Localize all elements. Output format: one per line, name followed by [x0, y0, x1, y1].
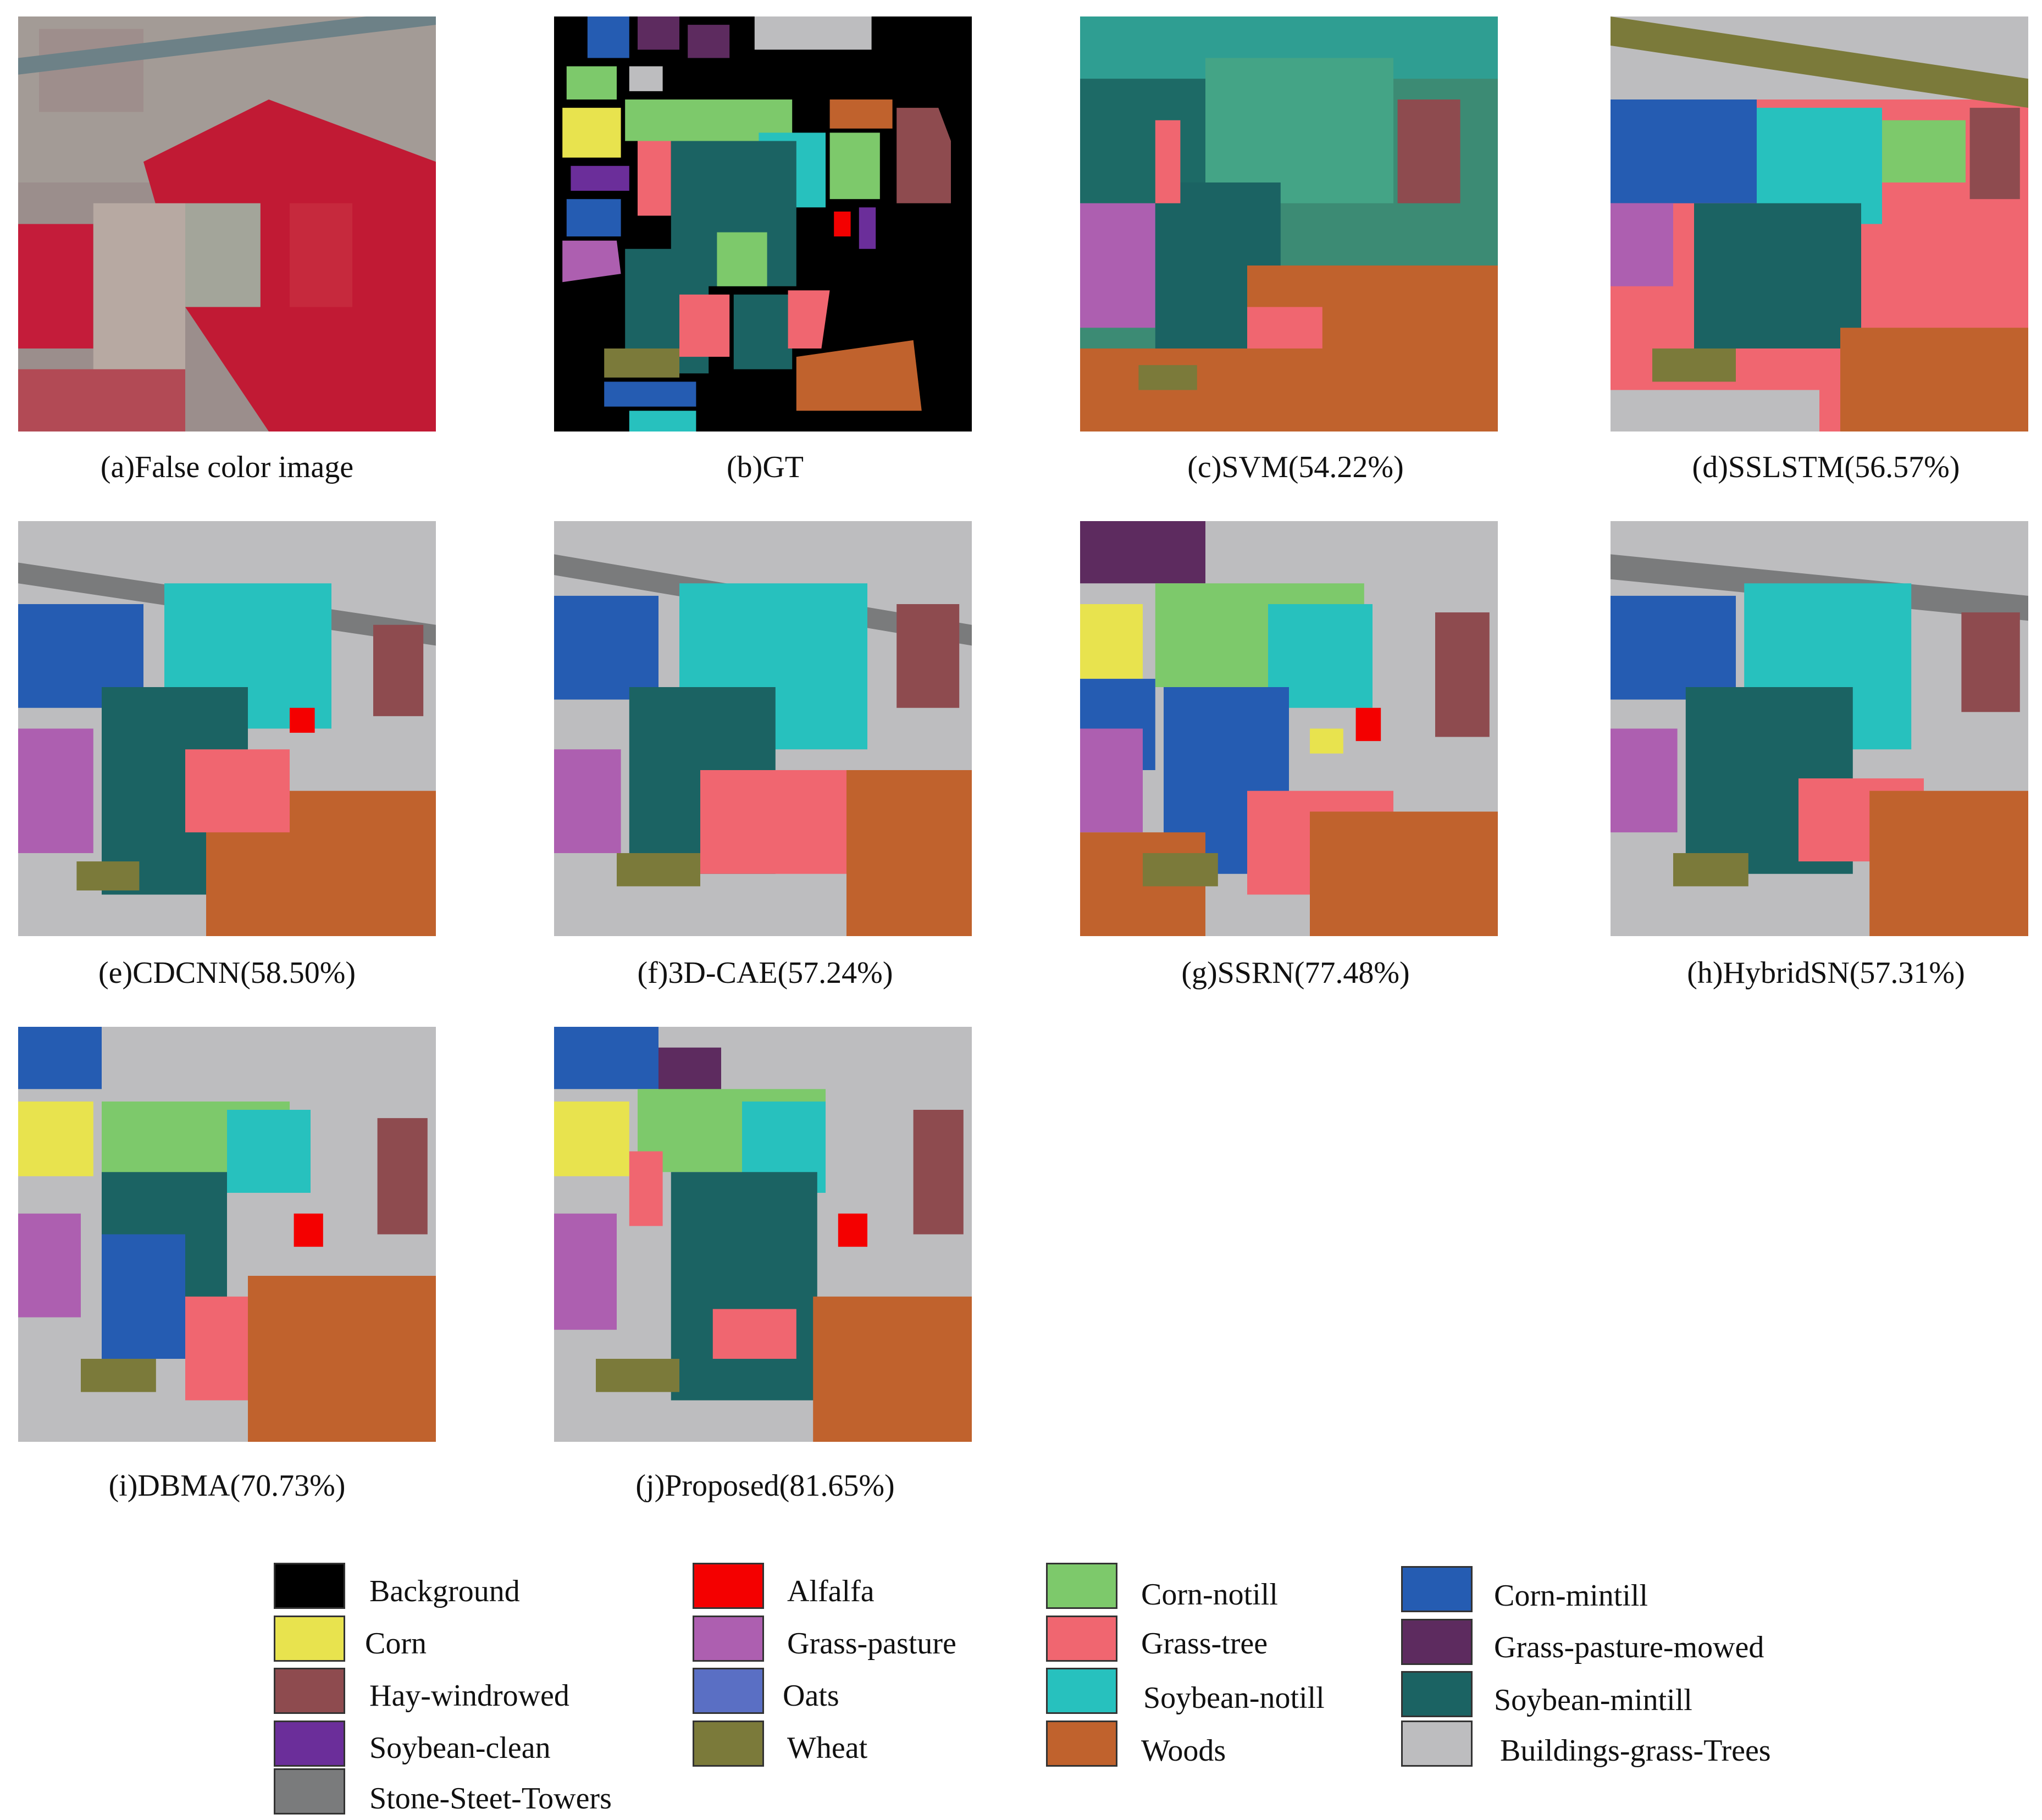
- legend-label-soybean-notill: Soybean-notill: [1143, 1681, 1325, 1715]
- caption-g: (g)SSRN(77.48%): [1181, 956, 1410, 990]
- legend-swatch-wheat: [693, 1721, 764, 1767]
- false-color-image: [18, 16, 436, 432]
- legend-label-grass-pasture-mowed: Grass-pasture-mowed: [1494, 1630, 1764, 1664]
- legend-swatch-corn: [274, 1616, 345, 1662]
- legend-label-corn: Corn: [365, 1627, 427, 1661]
- legend-label-corn-mintill: Corn-mintill: [1494, 1579, 1648, 1613]
- ssrn-classification-map: [1080, 521, 1498, 936]
- caption-c: (c)SVM(54.22%): [1187, 450, 1404, 484]
- legend-label-oats: Oats: [783, 1679, 839, 1713]
- legend-label-corn-notill: Corn-notill: [1141, 1578, 1278, 1612]
- svm-classification-map: [1080, 16, 1498, 432]
- legend-swatch-oats: [693, 1668, 764, 1714]
- legend-swatch-corn-notill: [1046, 1563, 1117, 1609]
- legend-label-buildings-grass-trees: Buildings-grass-Trees: [1500, 1734, 1771, 1768]
- legend-label-soybean-clean: Soybean-clean: [369, 1731, 551, 1765]
- 3d-cae-classification-map: [554, 521, 972, 936]
- caption-h: (h)HybridSN(57.31%): [1687, 956, 1965, 990]
- legend-swatch-soybean-clean: [274, 1721, 345, 1767]
- legend-label-woods: Woods: [1141, 1734, 1226, 1768]
- legend-swatch-background: [274, 1563, 345, 1609]
- legend-swatch-alfalfa: [693, 1563, 764, 1609]
- cdcnn-classification-map: [18, 521, 436, 936]
- legend-label-grass-tree: Grass-tree: [1141, 1627, 1268, 1661]
- legend-label-hay-windrowed: Hay-windrowed: [369, 1679, 569, 1713]
- legend-swatch-grass-pasture: [693, 1616, 764, 1662]
- caption-f: (f)3D-CAE(57.24%): [637, 956, 893, 990]
- caption-i: (i)DBMA(70.73%): [108, 1469, 346, 1503]
- caption-e: (e)CDCNN(58.50%): [98, 956, 356, 990]
- legend-label-wheat: Wheat: [787, 1731, 868, 1765]
- legend-swatch-buildings-grass-trees: [1401, 1721, 1473, 1767]
- legend-swatch-soybean-mintill: [1401, 1671, 1473, 1717]
- legend-swatch-grass-pasture-mowed: [1401, 1619, 1473, 1665]
- caption-b: (b)GT: [727, 450, 804, 484]
- legend-label-background: Background: [369, 1574, 520, 1608]
- legend-label-alfalfa: Alfalfa: [787, 1574, 875, 1608]
- dbma-classification-map: [18, 1027, 436, 1442]
- legend-swatch-woods: [1046, 1721, 1117, 1767]
- caption-d: (d)SSLSTM(56.57%): [1692, 450, 1960, 484]
- legend-label-grass-pasture: Grass-pasture: [787, 1627, 956, 1661]
- legend-swatch-stone-steet-towers: [274, 1768, 345, 1815]
- proposed-classification-map: [554, 1027, 972, 1442]
- sslstm-classification-map: [1611, 16, 2028, 432]
- ground-truth-map: [554, 16, 972, 432]
- legend-swatch-corn-mintill: [1401, 1566, 1473, 1612]
- hybridsn-classification-map: [1611, 521, 2028, 936]
- legend-label-stone-steet-towers: Stone-Steet-Towers: [369, 1782, 612, 1816]
- legend-swatch-hay-windrowed: [274, 1668, 345, 1714]
- caption-j: (j)Proposed(81.65%): [635, 1469, 895, 1503]
- legend-label-soybean-mintill: Soybean-mintill: [1494, 1683, 1692, 1717]
- legend-swatch-grass-tree: [1046, 1616, 1117, 1662]
- legend-swatch-soybean-notill: [1046, 1668, 1117, 1714]
- caption-a: (a)False color image: [100, 450, 354, 484]
